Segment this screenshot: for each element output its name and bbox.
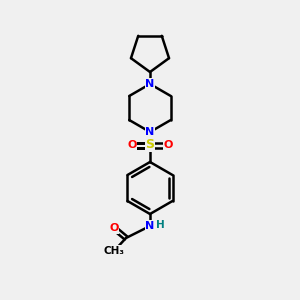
Text: N: N <box>146 221 154 231</box>
Text: O: O <box>109 223 119 233</box>
Text: O: O <box>163 140 173 150</box>
Text: CH₃: CH₃ <box>103 246 124 256</box>
Text: N: N <box>146 127 154 137</box>
Text: O: O <box>127 140 137 150</box>
Text: S: S <box>146 139 154 152</box>
Text: N: N <box>146 79 154 89</box>
Text: H: H <box>156 220 164 230</box>
